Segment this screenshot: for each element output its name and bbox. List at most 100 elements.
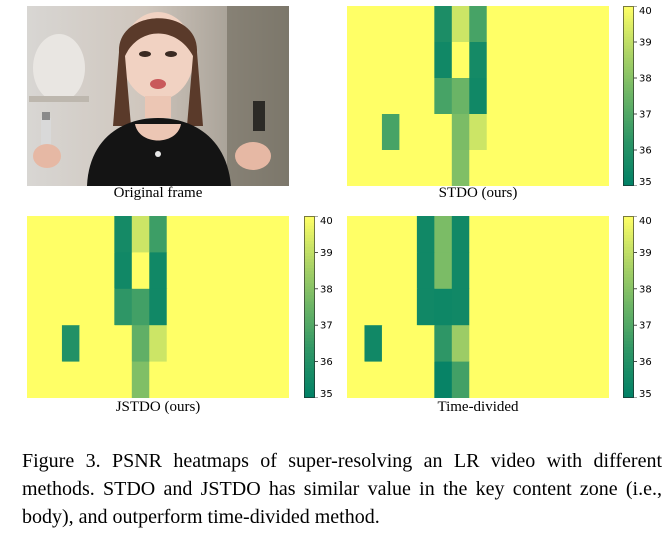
colorbar-tick-label: 36 <box>639 357 652 368</box>
heatmap-cell <box>254 252 273 290</box>
colorbar-segment <box>623 394 634 398</box>
heatmap-cell <box>469 150 488 186</box>
heatmap-cell <box>574 252 593 290</box>
heatmap-cell <box>347 216 366 253</box>
colorbar-segment <box>623 270 634 275</box>
colorbar-segment <box>623 376 634 381</box>
colorbar-segment <box>623 237 634 241</box>
colorbar-segment <box>623 12 634 16</box>
heatmap-cell <box>201 216 220 253</box>
heatmap-cell <box>131 325 150 363</box>
heatmap-cell <box>469 42 488 79</box>
colorbar-segment <box>623 15 634 19</box>
colorbar-segment <box>623 147 634 151</box>
heatmap-cell <box>149 325 168 363</box>
panel-label-original: Original frame <box>113 185 203 201</box>
heatmap-time-divided <box>347 216 609 398</box>
heatmap-cell <box>114 252 133 290</box>
colorbar-time-divided: 35 36 37 38 39 40 <box>623 216 652 398</box>
heatmap-cell <box>399 216 418 253</box>
colorbar-tick-label: 36 <box>639 146 652 157</box>
colorbar-segment <box>623 39 634 43</box>
heatmap-cell <box>574 288 593 326</box>
colorbar-segment <box>304 300 315 305</box>
heatmap-cell <box>451 42 470 79</box>
colorbar-segment <box>623 57 634 61</box>
heatmap-cell <box>27 361 46 398</box>
colorbar-segment <box>623 51 634 55</box>
heatmap-cell <box>271 252 289 290</box>
colorbar-segment <box>623 6 634 10</box>
colorbar-segment <box>623 322 634 326</box>
colorbar-segment <box>623 246 634 250</box>
colorbar-outline <box>623 6 634 186</box>
heatmap-cell <box>399 114 418 151</box>
colorbar-segment <box>623 273 634 278</box>
heatmap-cell <box>416 252 435 290</box>
colorbar-segment <box>623 180 634 184</box>
colorbar-segment <box>623 21 634 25</box>
heatmap-cell <box>96 288 115 326</box>
heatmap-cell <box>254 325 273 363</box>
panel-label-stdo: STDO (ours) <box>438 185 518 201</box>
colorbar-segment <box>623 313 634 317</box>
colorbar-segment <box>304 376 315 381</box>
heatmap-cell <box>399 42 418 79</box>
colorbar-segment <box>304 382 315 387</box>
panel-label-time-divided: Time-divided <box>437 399 519 415</box>
colorbar-segment <box>623 45 634 49</box>
heatmap-cell <box>96 216 115 253</box>
heatmap-cell <box>486 288 505 326</box>
colorbar-segment <box>623 66 634 70</box>
heatmap-cell <box>166 216 185 253</box>
colorbar-segment <box>304 219 315 223</box>
colorbar-segment <box>623 355 634 360</box>
colorbar-segment <box>623 132 634 136</box>
heatmap-cell <box>556 288 575 326</box>
colorbar-segment <box>304 334 315 338</box>
figure-caption: Figure 3. PSNR heatmaps of super-resolvi… <box>22 450 662 528</box>
heatmap-cell <box>79 361 98 398</box>
colorbar-segment <box>623 370 634 375</box>
colorbar-segment <box>623 60 634 64</box>
heatmap-cell <box>271 325 289 363</box>
colorbar-segment <box>304 337 315 341</box>
colorbar-segment <box>623 267 634 272</box>
colorbar-segment <box>304 358 315 363</box>
heatmap-cell <box>504 150 523 186</box>
heatmap-cell <box>591 42 609 79</box>
heatmap-cell <box>451 325 470 363</box>
heatmap-cell <box>201 252 220 290</box>
heatmap-cell <box>381 114 400 151</box>
colorbar-segment <box>623 234 634 238</box>
heatmap-cell <box>469 288 488 326</box>
colorbar-segment <box>304 264 315 269</box>
colorbar-segment <box>304 346 315 351</box>
heatmap-cell <box>44 252 63 290</box>
heatmap-cell <box>504 114 523 151</box>
heatmap-cell <box>61 288 80 326</box>
heatmap-cell <box>364 114 383 151</box>
heatmap-cell <box>504 325 523 363</box>
heatmap-cell <box>486 150 505 186</box>
colorbar-segment <box>623 120 634 124</box>
colorbar-segment <box>304 328 315 332</box>
colorbar-segment <box>623 159 634 163</box>
heatmap-cell <box>399 325 418 363</box>
heatmap-cell <box>521 150 540 186</box>
colorbar-segment <box>623 300 634 305</box>
heatmap-cell <box>166 288 185 326</box>
heatmap-cell <box>434 42 453 79</box>
heatmap-cell <box>27 216 46 253</box>
colorbar-segment <box>623 225 634 229</box>
colorbar-segment <box>304 316 315 320</box>
colorbar-segment <box>304 352 315 357</box>
heatmap-cell <box>451 361 470 398</box>
heatmap-cell <box>469 252 488 290</box>
colorbar-segment <box>623 162 634 166</box>
colorbar-segment <box>304 249 315 253</box>
heatmap-cell <box>486 252 505 290</box>
colorbar-segment <box>623 334 634 338</box>
heatmap-cell <box>591 6 609 43</box>
heatmap-cell <box>114 288 133 326</box>
